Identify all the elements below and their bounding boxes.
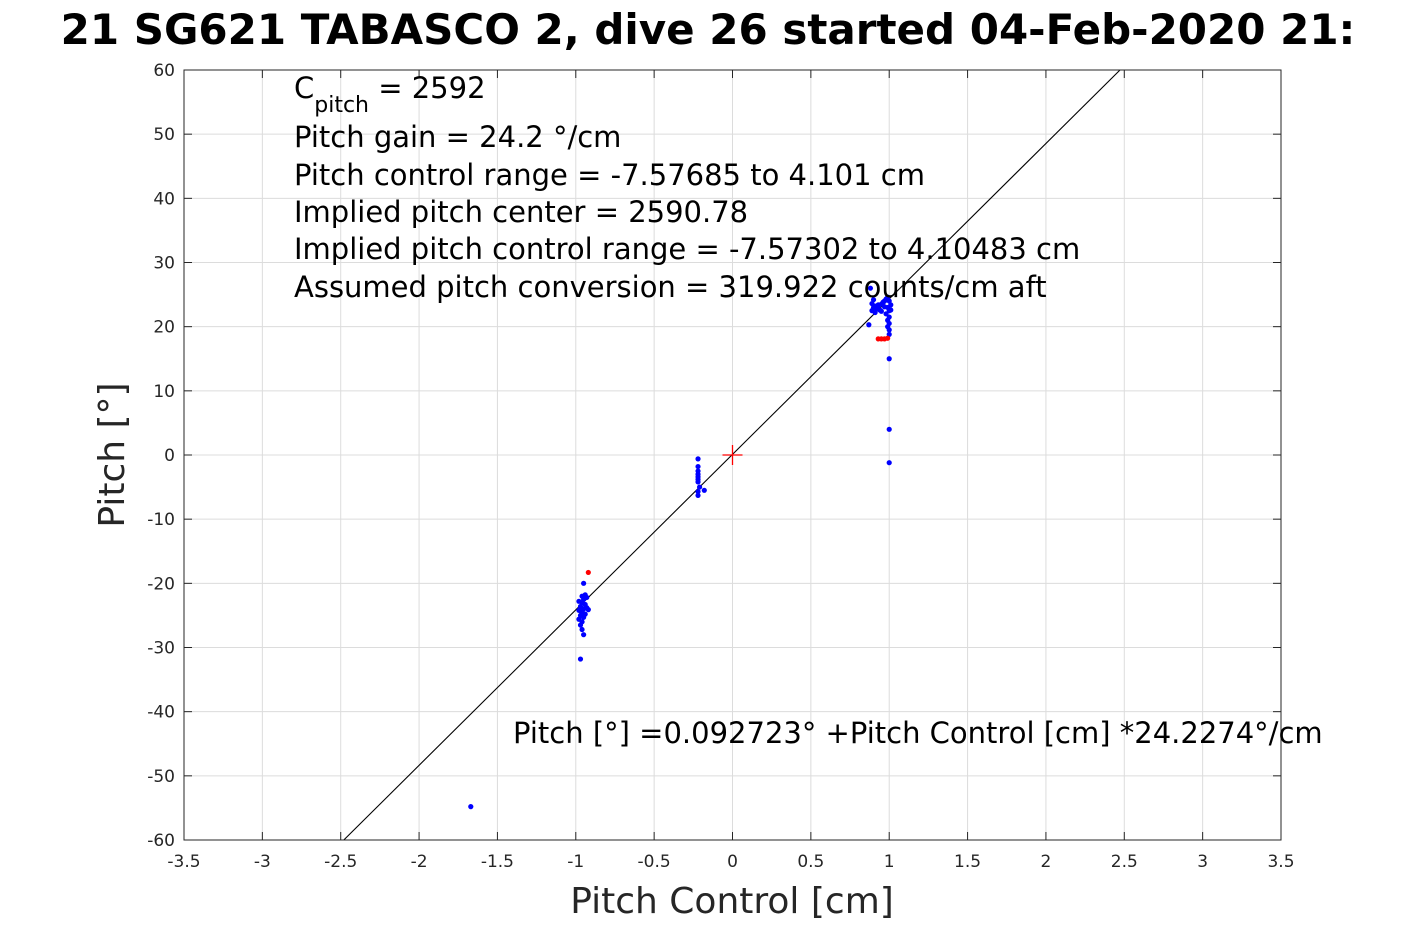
data-point <box>577 608 584 614</box>
data-point <box>695 463 701 470</box>
pitch-gain-annotation: Pitch gain = 24.2 °/cm <box>294 120 621 154</box>
data-point <box>878 308 884 314</box>
fit-equation-annotation: Pitch [°] =0.092723° +Pitch Control [cm]… <box>513 716 1323 750</box>
points-layer <box>468 285 894 810</box>
x-tick-label: -2 <box>411 852 428 872</box>
data-point <box>888 302 894 308</box>
x-tick-labels: -3.5 -3 -2.5 -2 -1.5 -1 -0.5 0 0.5 1 1.5 2 2.5 3 3.5 <box>167 852 1294 872</box>
c-pitch-subscript: pitch <box>314 93 369 118</box>
y-tick-label: 10 <box>153 382 175 402</box>
x-tick-label: -2.5 <box>324 852 357 872</box>
y-tick-label: -30 <box>147 639 175 659</box>
x-tick-label: 1 <box>884 852 895 872</box>
data-point <box>579 626 585 633</box>
data-point <box>581 580 587 586</box>
data-point <box>875 305 881 311</box>
data-point <box>582 592 588 598</box>
data-point <box>695 456 701 462</box>
y-tick-label: -60 <box>147 831 175 851</box>
implied-range-annotation: Implied pitch control range = -7.57302 t… <box>294 232 1080 266</box>
data-point <box>888 307 894 313</box>
y-tick-label: 50 <box>153 125 175 145</box>
x-tick-label: -1 <box>567 852 584 872</box>
x-tick-label: 3.5 <box>1267 852 1294 872</box>
y-tick-label: -40 <box>147 703 175 723</box>
data-point <box>881 304 888 310</box>
data-point <box>870 297 877 303</box>
y-tick-label: 0 <box>164 446 175 466</box>
data-point <box>581 632 587 638</box>
data-point <box>468 804 474 810</box>
c-pitch-annotation: Cpitch = 2592 <box>294 71 486 118</box>
plot-area-border <box>183 69 1282 841</box>
data-point <box>886 460 892 466</box>
data-point <box>872 309 878 316</box>
data-point <box>695 479 701 485</box>
x-axis-label: Pitch Control [cm] <box>570 881 894 922</box>
y-tick-label: 40 <box>153 189 175 209</box>
y-tick-label: 60 <box>153 61 175 81</box>
data-point <box>576 598 582 604</box>
x-tick-label: 2.5 <box>1111 852 1138 872</box>
conversion-annotation: Assumed pitch conversion = 319.922 count… <box>294 270 1047 304</box>
x-tick-label: -3 <box>254 852 271 872</box>
y-axis-label: Pitch [°] <box>92 382 133 527</box>
chart-title: 21 SG621 TABASCO 2, dive 26 started 04-F… <box>61 5 1356 54</box>
y-tick-label: -10 <box>147 510 175 530</box>
x-tick-label: -3.5 <box>167 852 200 872</box>
x-tick-label: 0.5 <box>797 852 824 872</box>
x-tick-label: 0 <box>727 852 738 872</box>
data-point <box>585 569 591 576</box>
y-tick-label: -50 <box>147 767 175 787</box>
x-tick-label: 1.5 <box>954 852 981 872</box>
data-point <box>885 335 891 341</box>
data-point <box>883 311 889 317</box>
data-point <box>866 322 872 328</box>
y-tick-label: 20 <box>153 318 175 338</box>
y-tick-label: -20 <box>147 574 175 594</box>
x-tick-label: 3 <box>1197 852 1208 872</box>
c-pitch-value: = 2592 <box>369 71 486 105</box>
data-point <box>886 327 892 333</box>
y-tick-labels: -60 -50 -40 -30 -20 -10 0 10 20 30 40 50 60 <box>147 61 175 851</box>
x-tick-label: -0.5 <box>638 852 671 872</box>
x-tick-label: -1.5 <box>481 852 514 872</box>
implied-center-annotation: Implied pitch center = 2590.78 <box>294 195 748 229</box>
y-tick-label: 30 <box>153 254 175 274</box>
data-point <box>886 356 892 362</box>
control-range-annotation: Pitch control range = -7.57685 to 4.101 … <box>294 158 925 192</box>
data-point <box>696 484 703 490</box>
x-tick-label: 2 <box>1041 852 1052 872</box>
data-point <box>695 488 701 495</box>
data-point <box>701 487 707 493</box>
data-point <box>585 607 591 613</box>
grid-layer <box>183 69 1282 841</box>
c-pitch-base: C <box>294 71 314 105</box>
data-point <box>695 492 701 499</box>
data-point <box>867 285 874 291</box>
center-marker-layer <box>722 445 743 465</box>
data-point <box>577 656 584 662</box>
data-point <box>886 426 892 432</box>
